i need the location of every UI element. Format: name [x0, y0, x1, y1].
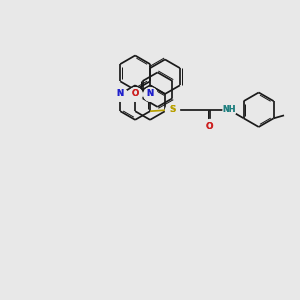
Text: NH: NH [222, 105, 236, 114]
Text: N: N [146, 89, 154, 98]
Text: O: O [131, 89, 139, 98]
Text: N: N [146, 89, 154, 98]
Text: O: O [206, 122, 213, 130]
Text: NH: NH [222, 105, 236, 114]
Text: O: O [206, 122, 213, 130]
Text: S: S [169, 105, 176, 114]
Text: N: N [117, 89, 124, 98]
Text: O: O [131, 89, 139, 98]
Text: N: N [117, 89, 124, 98]
Text: S: S [169, 105, 176, 114]
